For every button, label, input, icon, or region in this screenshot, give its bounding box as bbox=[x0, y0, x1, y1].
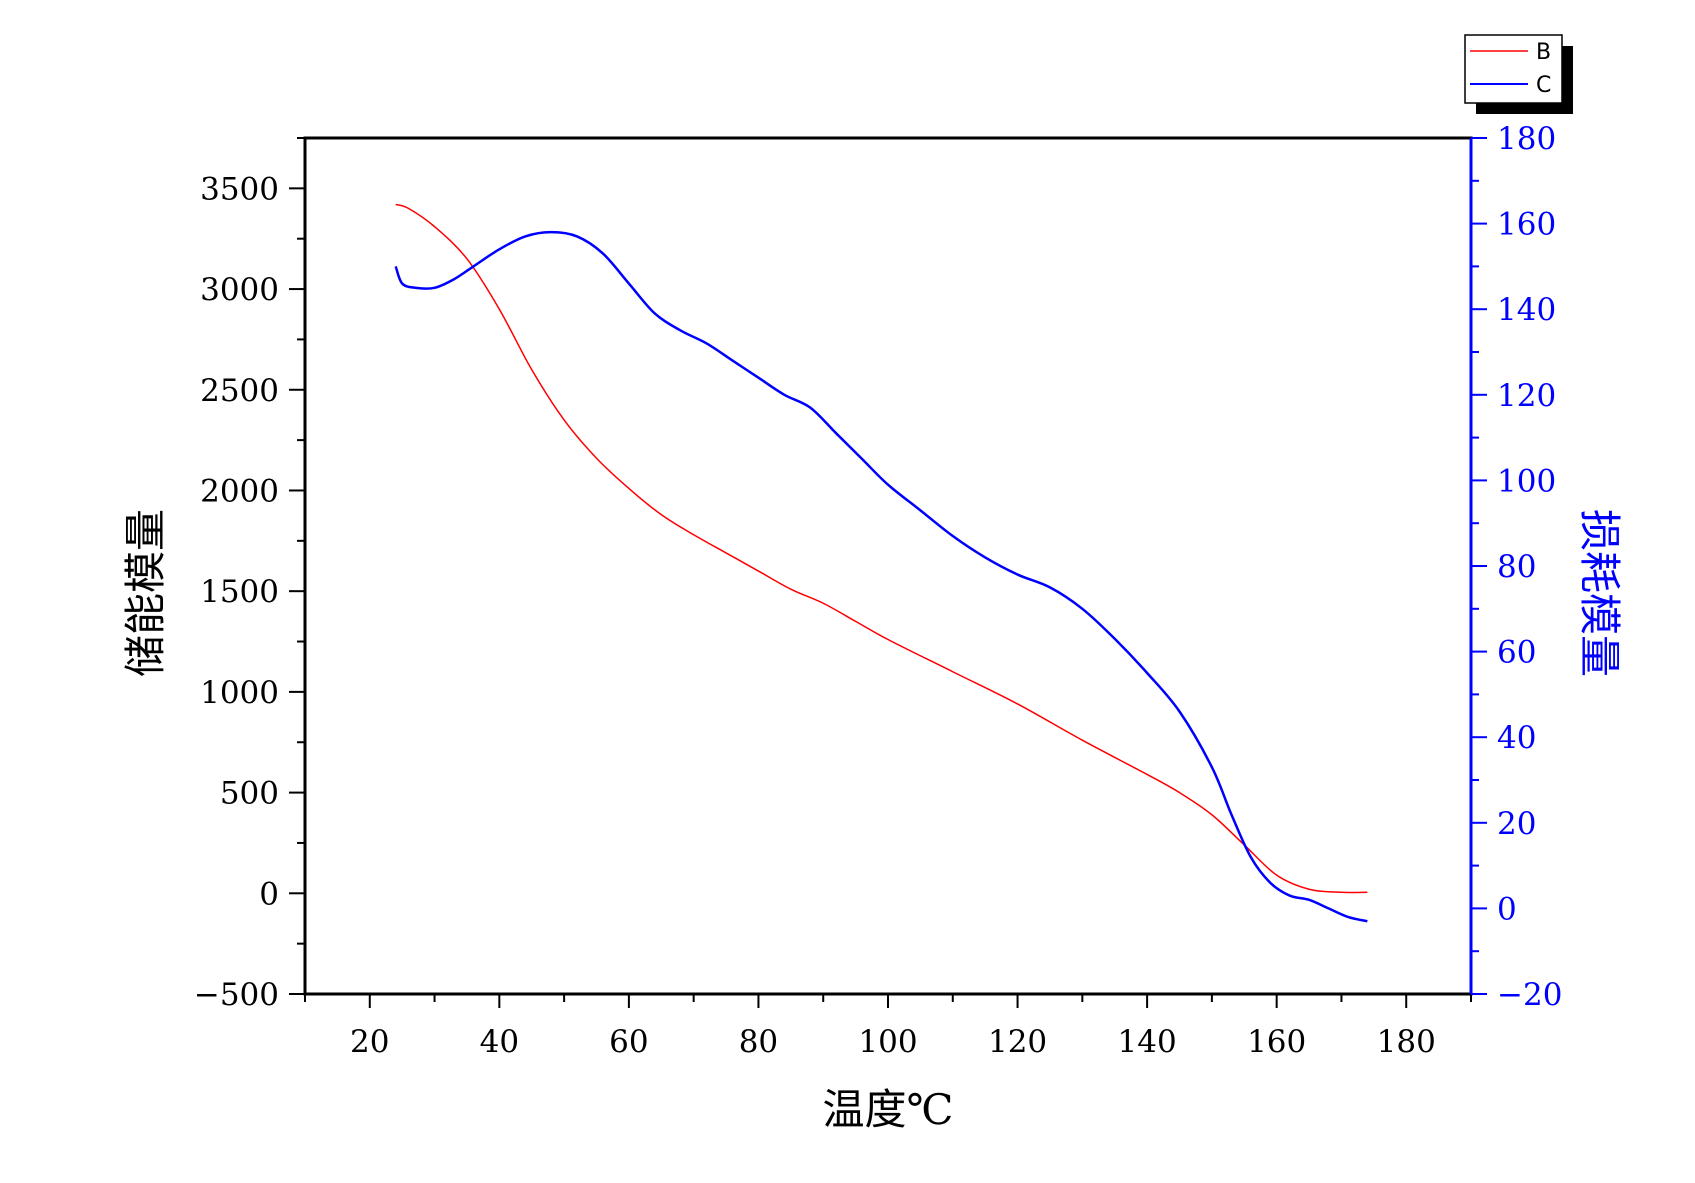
x-tick-label: 40 bbox=[480, 1024, 519, 1060]
x-tick-label: 180 bbox=[1377, 1024, 1436, 1060]
x-tick-label: 140 bbox=[1118, 1024, 1177, 1060]
x-tick-label: 160 bbox=[1247, 1024, 1306, 1060]
legend-box bbox=[1464, 34, 1563, 104]
left-y-tick-label: 2000 bbox=[200, 473, 279, 509]
x-tick-label: 60 bbox=[609, 1024, 648, 1060]
legend: B C bbox=[1464, 34, 1573, 114]
right-y-tick-label: 60 bbox=[1497, 635, 1536, 671]
series-line-b bbox=[395, 203, 1368, 894]
left-y-tick-label: 3500 bbox=[200, 171, 279, 207]
left-y-tick-label: 0 bbox=[259, 876, 279, 912]
x-tick-label: 80 bbox=[739, 1024, 778, 1060]
left-y-tick-label: 1500 bbox=[200, 574, 279, 610]
x-tick-label: 20 bbox=[350, 1024, 389, 1060]
legend-label-b: B bbox=[1536, 40, 1551, 65]
right-y-tick-label: 20 bbox=[1497, 806, 1536, 842]
legend-label-c: C bbox=[1536, 73, 1551, 98]
right-y-tick-label: −20 bbox=[1497, 977, 1562, 1013]
right-y-tick-label: 160 bbox=[1497, 207, 1556, 243]
plot-area-frame bbox=[303, 136, 1473, 996]
left-y-tick-label: 2500 bbox=[200, 373, 279, 409]
left-y-tick-label: 3000 bbox=[200, 272, 279, 308]
right-y-tick-label: 100 bbox=[1497, 463, 1556, 499]
right-y-tick-label: 180 bbox=[1497, 121, 1556, 157]
left-y-tick-label: 1000 bbox=[200, 675, 279, 711]
series-line-c bbox=[394, 230, 1368, 923]
left-y-axis-ticks: −500 0 500 1000 1500 2000 2500 3000 3500 bbox=[194, 137, 305, 1013]
left-y-tick-label: −500 bbox=[194, 977, 279, 1013]
right-y-tick-label: 120 bbox=[1497, 378, 1556, 414]
x-tick-label: 120 bbox=[988, 1024, 1047, 1060]
x-tick-label: 100 bbox=[858, 1024, 917, 1060]
right-y-tick-label: 0 bbox=[1497, 891, 1517, 927]
right-y-axis-ticks: −20 0 20 40 60 80 100 120 140 160 180 bbox=[1471, 121, 1562, 1013]
x-axis-ticks: 20 40 60 80 100 120 140 160 180 bbox=[304, 994, 1472, 1060]
right-y-tick-label: 40 bbox=[1497, 720, 1536, 756]
x-axis-title: 温度℃ bbox=[823, 1085, 954, 1134]
right-y-axis-title: 损耗模量 bbox=[1575, 509, 1624, 677]
right-y-tick-label: 80 bbox=[1497, 549, 1536, 585]
left-y-axis-title: 储能模量 bbox=[121, 509, 170, 677]
right-y-tick-label: 140 bbox=[1497, 292, 1556, 328]
series-layer bbox=[394, 203, 1368, 923]
left-y-tick-label: 500 bbox=[220, 776, 279, 812]
